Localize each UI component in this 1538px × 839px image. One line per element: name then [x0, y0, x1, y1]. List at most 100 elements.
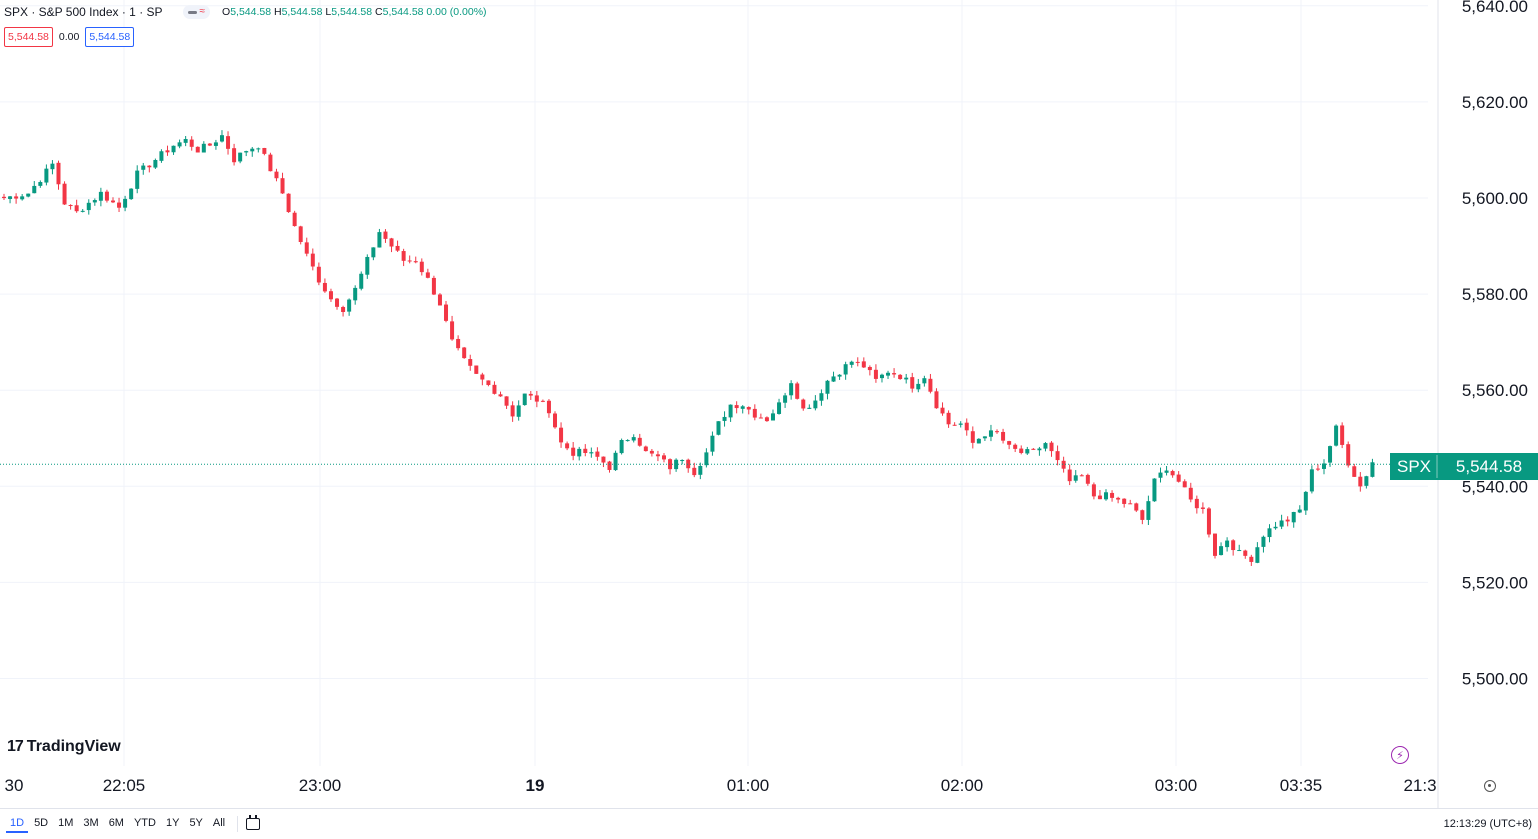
candle-body [226, 136, 231, 149]
candle [1352, 463, 1357, 477]
candle [528, 390, 533, 400]
candle [958, 421, 963, 428]
candle [322, 278, 327, 293]
candle-body [280, 178, 285, 194]
candle-body [1334, 425, 1339, 446]
range-button-5y[interactable]: 5Y [189, 817, 203, 829]
candle-body [1370, 462, 1375, 477]
candle [1291, 511, 1296, 528]
candle [50, 160, 55, 175]
candle-body [437, 294, 442, 306]
candle-body [1140, 510, 1145, 520]
candle-body [607, 461, 612, 470]
y-tick-label: 5,580.00 [1462, 285, 1528, 304]
range-button-1m[interactable]: 1M [58, 817, 74, 829]
date-range-icon[interactable] [246, 815, 261, 830]
candle-body [123, 198, 128, 208]
candle [1104, 489, 1109, 501]
candle [674, 458, 679, 472]
candle-body [456, 338, 461, 349]
eye-icon[interactable] [187, 10, 197, 14]
candle-body [165, 150, 170, 153]
ask-price-box[interactable]: 5,544.58 [85, 27, 135, 47]
legend-visibility-pill[interactable]: ≈ [182, 5, 211, 19]
range-button-5d[interactable]: 5D [34, 817, 49, 829]
candle-body [2, 196, 6, 199]
price-axis[interactable]: 5,640.00 5,620.00 5,600.00 5,580.00 5,560.00… [1462, 0, 1528, 689]
clock[interactable]: 12:13:29 (UTC+8) [1443, 818, 1532, 830]
lightning-icon[interactable]: ⚡ [1391, 746, 1409, 764]
candle-body [44, 168, 49, 183]
candle [401, 248, 406, 267]
bottom-toolbar: 1D 5D 1M 3M 6M YTD 1Y 5Y All 12:13:29 (UTC+8) [0, 808, 1538, 839]
candle [777, 398, 782, 415]
candle-body [1243, 550, 1248, 556]
spread-value: 0.00 [58, 31, 80, 43]
candle-body [92, 200, 97, 203]
candle-body [1352, 466, 1357, 477]
candle [26, 193, 31, 198]
candle-body [1255, 547, 1260, 563]
candle-body [244, 151, 249, 153]
range-button-1d[interactable]: 1D [6, 815, 29, 833]
range-button-1y[interactable]: 1Y [165, 817, 180, 829]
candle-body [1261, 536, 1266, 547]
candle [734, 401, 739, 414]
candle-body [147, 165, 152, 168]
x-tick-label: 03:00 [1155, 776, 1198, 795]
candle-body [1364, 476, 1369, 486]
candle [328, 288, 333, 302]
candle [1225, 537, 1230, 552]
candle-body [516, 405, 521, 417]
candle-body [1279, 520, 1284, 527]
range-button-ytd[interactable]: YTD [133, 817, 156, 829]
candle-body [32, 185, 37, 194]
candle-body [1007, 441, 1012, 445]
tradingview-logo[interactable]: 17 TradingView [7, 738, 121, 756]
candle [2, 193, 6, 200]
candle-body [770, 413, 775, 421]
candle-body [1025, 449, 1030, 454]
gear-icon[interactable] [1484, 780, 1496, 792]
x-tick-label: 01:00 [727, 776, 770, 795]
candle-body [1176, 474, 1181, 482]
candle [353, 285, 358, 305]
candle [74, 199, 79, 213]
candle-body [1346, 444, 1351, 466]
candle [474, 365, 479, 374]
time-axis[interactable]: 30 22:05 23:00 19 01:00 02:00 03:00 03:35 21:3 [5, 776, 1437, 795]
candle-body [1182, 481, 1187, 488]
candle-body [262, 147, 267, 154]
candle-body [1297, 509, 1302, 513]
candle [813, 395, 818, 411]
range-button-all[interactable]: All [212, 817, 226, 829]
symbol-title[interactable]: SPX · S&P 500 Index · 1 · SP [4, 5, 163, 19]
ohlc-values: O5,544.58 H5,544.58 L5,544.58 C5,544.58 … [222, 6, 487, 18]
candle [480, 372, 485, 386]
candle-body [450, 321, 455, 340]
candle [1303, 490, 1308, 515]
candle [213, 139, 218, 150]
candle [928, 373, 933, 394]
candle-body [934, 391, 939, 409]
candle-body [38, 182, 43, 186]
wave-icon[interactable]: ≈ [199, 6, 206, 17]
candle-body [177, 142, 182, 147]
range-button-3m[interactable]: 3M [83, 817, 99, 829]
candle-body [98, 191, 103, 201]
candle-body [1164, 470, 1169, 473]
candle [413, 256, 418, 264]
brand-name: TradingView [26, 738, 121, 755]
y-tick-label: 5,600.00 [1462, 189, 1528, 208]
chart-legend: SPX · S&P 500 Index · 1 · SP ≈ O5,544.58… [4, 4, 487, 47]
bid-price-box[interactable]: 5,544.58 [4, 27, 53, 47]
candle-body [1206, 508, 1211, 535]
range-button-6m[interactable]: 6M [108, 817, 124, 829]
candle [304, 237, 309, 257]
candle [1188, 482, 1193, 503]
candle [365, 254, 370, 279]
candle-body [777, 402, 782, 414]
candle [1297, 505, 1302, 514]
candle [1110, 490, 1115, 502]
